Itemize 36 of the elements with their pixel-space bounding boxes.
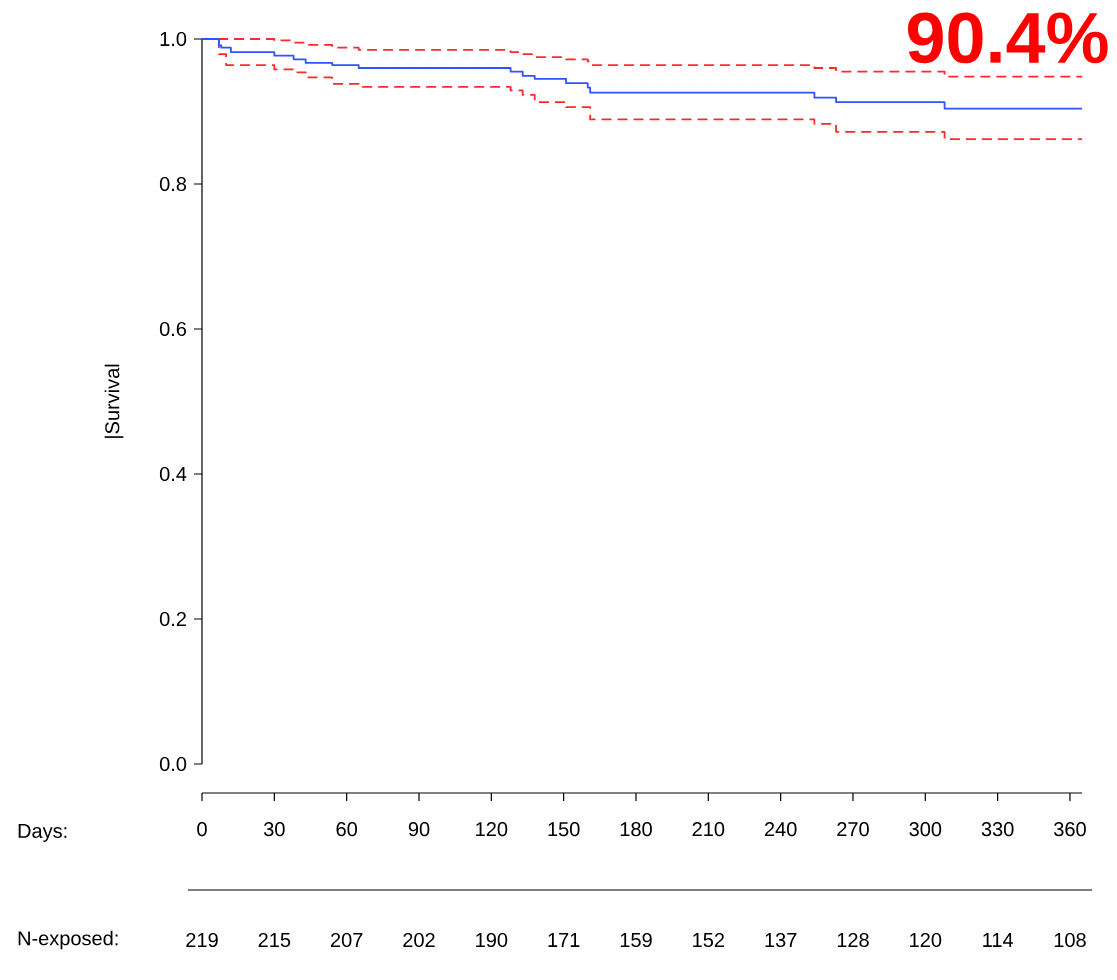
text: 152	[693, 932, 724, 948]
text: 108	[1054, 932, 1086, 948]
text: 207	[330, 932, 363, 948]
x-axis-title: Days:	[18, 824, 67, 842]
x-tick-label: 330	[981, 822, 1014, 837]
text: 120	[910, 932, 942, 948]
x-tick-label: 240	[764, 822, 797, 837]
text: N-exposed:	[18, 930, 118, 950]
text: 137	[765, 932, 797, 948]
x-tick-label: 0	[197, 822, 207, 837]
y-tick-label: 1.0	[160, 31, 187, 47]
annotation: 90.4%	[907, 12, 1108, 64]
x-tick-label: 60	[336, 822, 358, 837]
x-tick-label: 360	[1054, 822, 1086, 837]
text: 159	[620, 932, 652, 948]
x-tick-label: 180	[620, 822, 652, 837]
y-tick-label: 0.8	[159, 176, 187, 192]
text: 128	[837, 932, 869, 948]
text: 190	[476, 932, 508, 948]
x-tick-label: 150	[548, 822, 580, 837]
x-tick-label: 90	[408, 822, 430, 837]
x-tick-label: 30	[263, 822, 285, 837]
x-tick-label: 120	[476, 822, 508, 837]
x-tick-label: 210	[692, 822, 725, 837]
x-tick-label: 300	[909, 822, 942, 837]
text: 215	[258, 932, 291, 948]
y-tick-label: 0.2	[159, 611, 186, 627]
y-tick-label: 0.0	[159, 756, 187, 772]
x-tick-label: 270	[837, 822, 869, 837]
text: 114	[983, 933, 1013, 947]
y-tick-label: 0.4	[159, 466, 187, 482]
text: 202	[403, 932, 435, 948]
text: 219	[186, 932, 218, 948]
y-axis-title: |Survival	[104, 364, 124, 438]
y-tick-label: 0.6	[159, 321, 187, 337]
text: 171	[548, 933, 580, 947]
